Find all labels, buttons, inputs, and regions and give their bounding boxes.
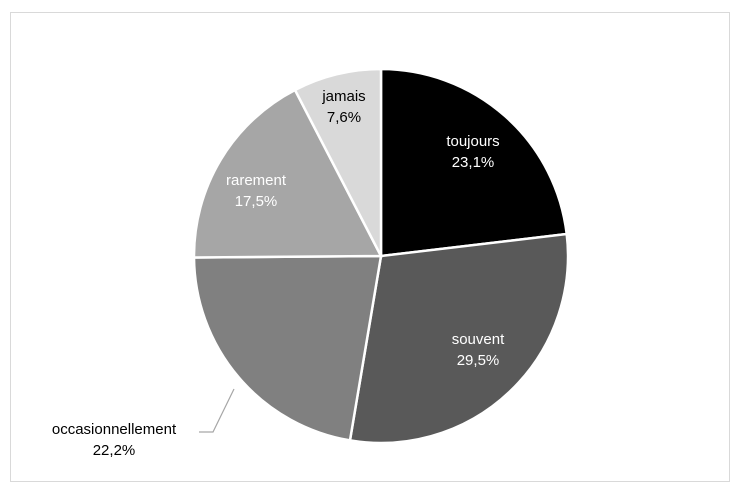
pie-slice-rarement	[192, 88, 384, 259]
data-label-rarement: rarement 17,5%	[226, 172, 287, 210]
data-label-category-occasionnellement: occasionnellement	[52, 421, 177, 438]
pie-slice-toujours	[379, 67, 569, 258]
data-label-value-occasionnellement: 22,2%	[93, 442, 136, 459]
pie-chart: toujours 23,1% souvent 29,5% occasionnelleme…	[52, 67, 570, 459]
data-label-jamais: jamais 7,6%	[321, 88, 365, 126]
pie-slice-jamais	[293, 67, 383, 257]
data-label-value-souvent: 29,5%	[457, 352, 500, 369]
data-label-value-jamais: 7,6%	[327, 109, 361, 126]
data-label-category-souvent: souvent	[452, 331, 505, 348]
data-label-souvent: souvent 29,5%	[452, 331, 505, 369]
leader-line-occasionnellement	[199, 388, 235, 433]
data-label-value-toujours: 23,1%	[452, 154, 495, 171]
data-label-value-rarement: 17,5%	[235, 193, 278, 210]
data-label-category-jamais: jamais	[321, 88, 365, 105]
pie-slice-occasionnellement	[192, 254, 383, 442]
data-label-category-rarement: rarement	[226, 172, 287, 189]
data-label-occasionnellement: occasionnellement 22,2%	[52, 421, 177, 459]
chart-area: toujours 23,1% souvent 29,5% occasionnelleme…	[10, 12, 730, 482]
data-label-toujours: toujours 23,1%	[446, 133, 499, 171]
pie-slice-souvent	[348, 232, 570, 445]
data-label-category-toujours: toujours	[446, 133, 499, 150]
